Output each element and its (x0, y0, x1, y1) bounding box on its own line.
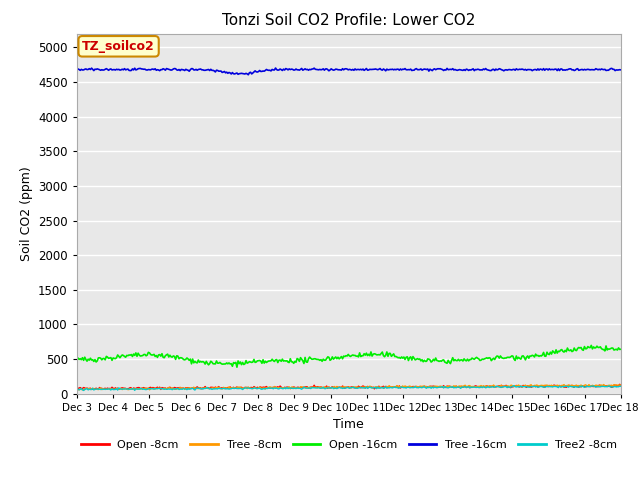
Text: TZ_soilco2: TZ_soilco2 (82, 40, 155, 53)
Legend: Open -8cm, Tree -8cm, Open -16cm, Tree -16cm, Tree2 -8cm: Open -8cm, Tree -8cm, Open -16cm, Tree -… (76, 436, 621, 455)
Title: Tonzi Soil CO2 Profile: Lower CO2: Tonzi Soil CO2 Profile: Lower CO2 (222, 13, 476, 28)
Y-axis label: Soil CO2 (ppm): Soil CO2 (ppm) (20, 166, 33, 261)
X-axis label: Time: Time (333, 418, 364, 431)
